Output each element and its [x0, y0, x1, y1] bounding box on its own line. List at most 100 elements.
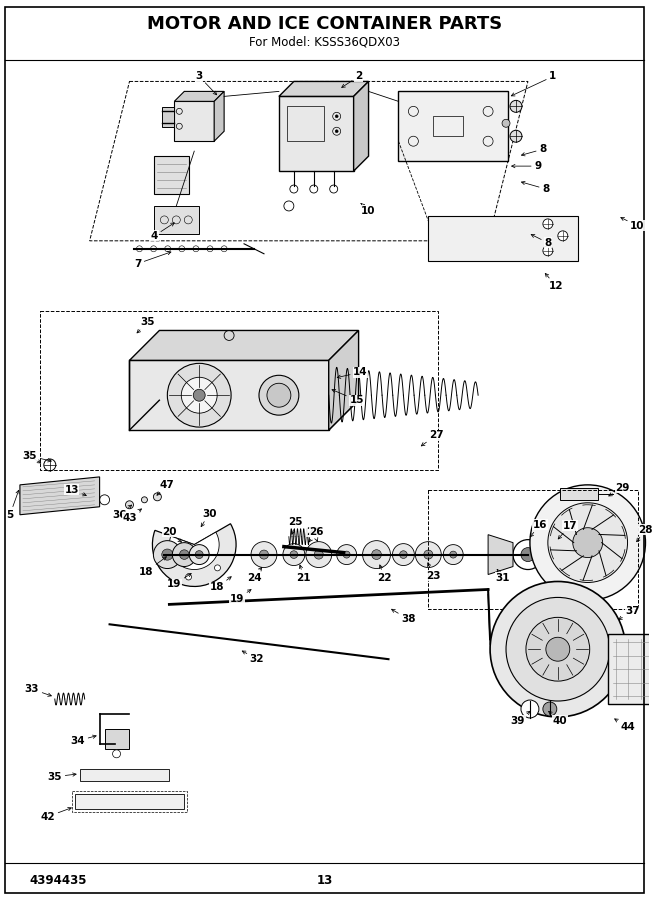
- Polygon shape: [130, 330, 359, 360]
- Circle shape: [510, 130, 522, 142]
- Text: 34: 34: [70, 735, 96, 746]
- Text: 21: 21: [297, 565, 311, 582]
- Circle shape: [221, 246, 227, 252]
- Text: 33: 33: [25, 684, 52, 697]
- Circle shape: [543, 246, 553, 256]
- Text: 10: 10: [621, 218, 645, 231]
- Text: 5: 5: [7, 491, 19, 519]
- Circle shape: [548, 503, 627, 582]
- Text: 30: 30: [201, 508, 216, 526]
- Polygon shape: [214, 92, 224, 141]
- Text: 18: 18: [139, 557, 166, 577]
- Circle shape: [510, 101, 522, 112]
- Polygon shape: [20, 477, 100, 515]
- Circle shape: [215, 565, 220, 571]
- Circle shape: [443, 544, 463, 564]
- Text: 36: 36: [112, 505, 132, 519]
- Circle shape: [558, 231, 568, 241]
- Polygon shape: [488, 535, 513, 574]
- Circle shape: [284, 201, 294, 211]
- Circle shape: [450, 551, 456, 558]
- Text: 35: 35: [48, 771, 76, 782]
- Text: 2: 2: [342, 71, 363, 87]
- Text: 7: 7: [134, 251, 171, 269]
- Text: 19: 19: [167, 573, 191, 590]
- Circle shape: [283, 544, 304, 565]
- Text: 8: 8: [531, 235, 552, 248]
- Text: 25: 25: [289, 517, 303, 535]
- Polygon shape: [398, 92, 508, 161]
- Circle shape: [310, 185, 318, 193]
- Circle shape: [335, 130, 338, 132]
- Circle shape: [306, 542, 332, 568]
- Text: 13: 13: [317, 874, 333, 886]
- Circle shape: [543, 219, 553, 229]
- Circle shape: [125, 500, 134, 508]
- Text: 8: 8: [522, 182, 550, 194]
- Text: 47: 47: [157, 480, 175, 495]
- Polygon shape: [104, 729, 130, 749]
- Circle shape: [207, 246, 213, 252]
- Text: 16: 16: [530, 519, 547, 536]
- Circle shape: [113, 750, 121, 758]
- Circle shape: [343, 551, 350, 558]
- Circle shape: [424, 550, 433, 559]
- Circle shape: [290, 185, 298, 193]
- Circle shape: [521, 547, 535, 562]
- Circle shape: [572, 527, 602, 558]
- Text: 17: 17: [558, 521, 577, 539]
- Circle shape: [336, 544, 357, 564]
- Circle shape: [513, 540, 543, 570]
- Text: 24: 24: [306, 526, 321, 541]
- Circle shape: [259, 550, 269, 559]
- Text: 23: 23: [426, 562, 441, 580]
- Circle shape: [335, 115, 338, 118]
- Polygon shape: [329, 330, 359, 430]
- Circle shape: [290, 551, 298, 558]
- Text: 35: 35: [137, 318, 155, 333]
- Circle shape: [543, 702, 557, 716]
- Text: 29: 29: [609, 483, 630, 496]
- Text: 19: 19: [230, 590, 251, 605]
- Circle shape: [165, 246, 171, 252]
- Circle shape: [251, 542, 277, 568]
- Polygon shape: [279, 81, 368, 96]
- Polygon shape: [162, 107, 174, 127]
- Text: 38: 38: [392, 609, 416, 625]
- Circle shape: [415, 542, 441, 568]
- Text: 18: 18: [210, 577, 231, 592]
- Polygon shape: [353, 81, 368, 171]
- Circle shape: [502, 120, 510, 127]
- Circle shape: [179, 246, 185, 252]
- Text: 37: 37: [619, 607, 640, 619]
- Circle shape: [259, 375, 299, 415]
- Text: 8: 8: [522, 144, 546, 156]
- Text: MOTOR AND ICE CONTAINER PARTS: MOTOR AND ICE CONTAINER PARTS: [147, 14, 502, 32]
- Circle shape: [136, 246, 142, 252]
- Polygon shape: [608, 634, 652, 704]
- Text: 44: 44: [615, 719, 635, 732]
- Circle shape: [314, 550, 323, 559]
- Text: 3: 3: [196, 71, 216, 94]
- Text: 13: 13: [65, 485, 86, 496]
- Polygon shape: [80, 769, 170, 780]
- Circle shape: [179, 550, 189, 560]
- Polygon shape: [155, 206, 200, 234]
- Text: 9: 9: [512, 161, 541, 171]
- Polygon shape: [560, 488, 598, 500]
- Text: 4394435: 4394435: [30, 874, 87, 886]
- Circle shape: [267, 383, 291, 407]
- Circle shape: [400, 551, 408, 558]
- Wedge shape: [153, 524, 236, 587]
- Circle shape: [162, 549, 173, 560]
- Polygon shape: [174, 92, 224, 102]
- Wedge shape: [170, 532, 219, 570]
- Text: 12: 12: [545, 274, 563, 291]
- Circle shape: [168, 364, 231, 428]
- Circle shape: [141, 497, 147, 503]
- Circle shape: [172, 543, 196, 566]
- Text: 6: 6: [24, 450, 40, 463]
- Text: 39: 39: [511, 711, 530, 726]
- Text: 4: 4: [151, 223, 174, 241]
- Text: 15: 15: [332, 390, 364, 405]
